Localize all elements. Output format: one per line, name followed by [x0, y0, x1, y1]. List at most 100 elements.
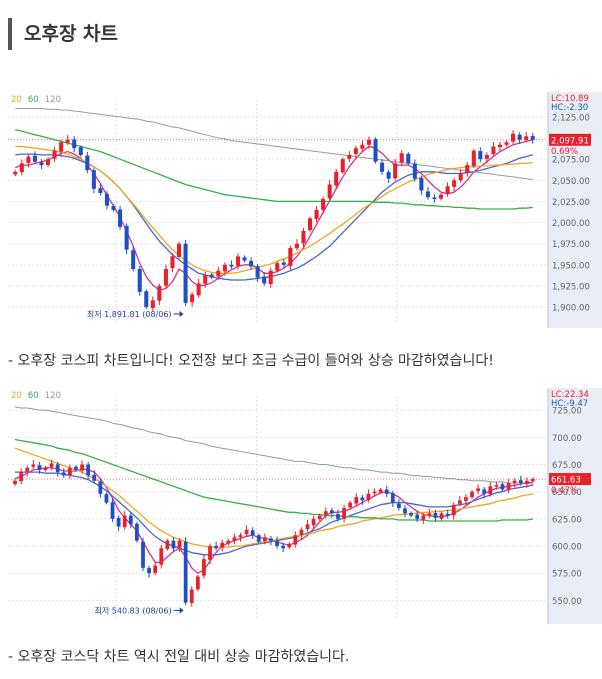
last-price-label: 2,097.91: [551, 136, 589, 146]
ma-legend-item: 120: [45, 95, 61, 105]
candle-body: [268, 270, 273, 285]
candle-body: [380, 162, 385, 172]
candle-body: [340, 159, 345, 173]
candle-body: [153, 565, 158, 573]
candle-body: [131, 250, 136, 270]
candle-body: [476, 488, 481, 492]
y-tick-label: 650.00: [552, 488, 582, 498]
candle-body: [504, 142, 509, 145]
candle-body: [116, 517, 121, 527]
candle-body: [288, 247, 293, 266]
candle-body: [195, 576, 200, 590]
candle-body: [262, 276, 267, 284]
moving-average-ma_long: [14, 406, 534, 485]
candle-body: [165, 540, 170, 549]
candle-body: [171, 540, 176, 549]
candle-body: [235, 256, 241, 266]
candle-body: [311, 518, 316, 526]
kospi-chart-svg: 2,125.002,100.002,075.002,050.002,025.00…: [8, 92, 602, 328]
candle-body: [484, 154, 489, 159]
candle-body: [189, 589, 194, 603]
candle-body: [334, 171, 339, 186]
candle-body: [427, 513, 432, 516]
candle-body: [52, 150, 57, 159]
y-tick-label: 1,975.00: [552, 240, 590, 250]
candle-body: [281, 545, 286, 549]
ma-legend: 20 60 120: [11, 391, 61, 401]
ma-legend-item: 60: [28, 391, 39, 401]
candle-body: [19, 472, 24, 482]
y-tick-label: 625.00: [552, 515, 582, 525]
candle-body: [494, 485, 499, 487]
candle-body: [281, 262, 286, 265]
candle-body: [202, 559, 206, 576]
candle-body: [31, 464, 36, 467]
candle-body: [49, 463, 54, 468]
ma-legend-item: 60: [28, 95, 39, 105]
candle-body: [32, 155, 37, 162]
candle-body: [144, 291, 149, 308]
candle-body: [216, 270, 221, 277]
candle-body: [242, 257, 247, 261]
moving-average-ma120: [15, 128, 533, 210]
top-label-hc: HC:-2.30: [551, 103, 588, 113]
moving-average-ma120: [14, 438, 534, 522]
plot-area: [8, 92, 548, 328]
candle-body: [13, 480, 17, 485]
candle-body: [524, 136, 529, 141]
candle-body: [220, 542, 225, 548]
candle-body: [74, 466, 78, 470]
ma-legend-item: 20: [11, 95, 22, 105]
y-tick-label: 1,900.00: [552, 304, 590, 314]
candle-body: [478, 151, 483, 160]
candle-body: [98, 481, 103, 494]
kosdaq-chart-svg: 725.00 700.00 675.00 650.00 625.00 600.00 575.…: [8, 388, 602, 624]
candle-body: [451, 504, 456, 516]
candle-body: [190, 294, 195, 303]
candle-body: [147, 568, 151, 574]
kospi-caption: - 오후장 코스피 차트입니다! 오전장 보다 조금 수급이 들어와 상승 마감…: [8, 353, 494, 369]
candle-body: [80, 464, 84, 471]
candle-body: [458, 173, 463, 181]
candle-body: [372, 491, 377, 494]
candle-body: [323, 511, 328, 516]
low-arrow-head: [179, 311, 184, 318]
candle-body: [393, 163, 398, 179]
candle-body: [13, 171, 18, 175]
candle-body: [293, 535, 298, 545]
candle-body: [111, 205, 116, 210]
candle-body: [135, 523, 139, 541]
candle-body: [209, 274, 214, 278]
candle-body: [482, 489, 487, 494]
candle-body: [269, 538, 273, 541]
candle-body: [518, 480, 523, 483]
candle-body: [124, 225, 129, 250]
y-tick-label: 2,000.00: [552, 219, 590, 229]
candle-body: [432, 197, 437, 200]
candle-body: [348, 502, 353, 508]
candle-body: [299, 529, 304, 536]
y-tick-label: 700.00: [552, 434, 582, 444]
candle-body: [39, 162, 44, 166]
candle-body: [86, 464, 91, 476]
candle-body: [262, 537, 267, 542]
candle-body: [226, 540, 231, 544]
last-change-label: 0.47%: [551, 486, 578, 496]
kosdaq-chart: 725.00 700.00 675.00 650.00 625.00 600.00 575.…: [8, 388, 602, 624]
candle-body: [488, 486, 493, 495]
candle-body: [465, 165, 470, 173]
candle-body: [397, 503, 401, 508]
candle-body: [275, 263, 280, 271]
candle-body: [452, 180, 457, 187]
candle-body: [497, 144, 503, 148]
candle-body: [72, 139, 77, 149]
candle-body: [415, 514, 420, 519]
candle-body: [183, 541, 188, 603]
candle-body: [222, 264, 227, 272]
candle-body: [329, 510, 334, 514]
candle-body: [256, 535, 261, 542]
candle-body: [471, 150, 476, 167]
candle-body: [524, 480, 529, 484]
candle-body: [238, 535, 243, 538]
y-tick-label: 2,075.00: [552, 156, 590, 166]
